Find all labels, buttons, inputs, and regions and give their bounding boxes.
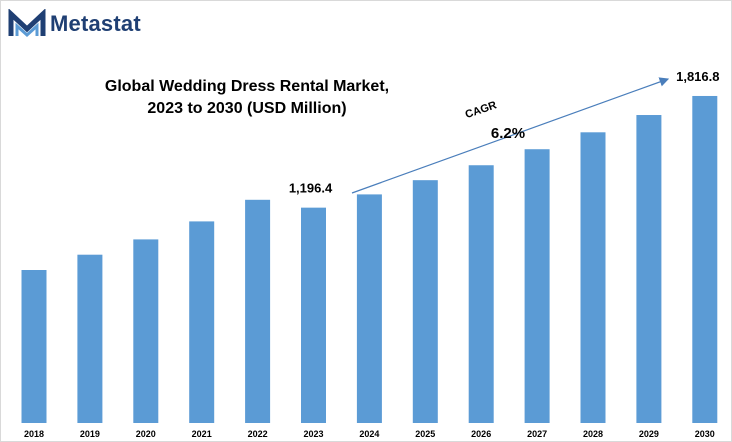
- data-label-2023: 1,196.4: [289, 181, 333, 196]
- bar-2027: [524, 149, 550, 423]
- x-tick-2020: 2020: [136, 429, 156, 439]
- x-tick-2024: 2024: [359, 429, 379, 439]
- x-tick-2029: 2029: [639, 429, 659, 439]
- bar-2023: [301, 207, 326, 423]
- brand-logo: Metastat: [8, 8, 141, 40]
- bar-2022: [245, 199, 271, 423]
- bar-2028: [580, 132, 606, 424]
- chart-title-line-1: Global Wedding Dress Rental Market,: [105, 78, 389, 95]
- cagr-label: CAGR: [464, 99, 499, 121]
- data-label-2030: 1,816.8: [676, 69, 719, 84]
- metastat-logo-icon: [8, 9, 46, 38]
- x-tick-2019: 2019: [80, 429, 100, 439]
- cagr-value: 6.2%: [491, 125, 525, 142]
- x-tick-2028: 2028: [583, 429, 603, 439]
- cagr-arrow: [351, 77, 670, 194]
- bar-2021: [189, 221, 215, 423]
- bar-2030: [692, 95, 718, 423]
- bar-2018: [21, 270, 47, 423]
- bar-2025: [412, 180, 438, 423]
- brand-name: Metastat: [50, 11, 141, 36]
- x-tick-2025: 2025: [415, 429, 435, 439]
- bar-2029: [636, 115, 662, 424]
- chart-title-line-2: 2023 to 2030 (USD Million): [147, 100, 346, 117]
- x-tick-2026: 2026: [471, 429, 491, 439]
- x-tick-2023: 2023: [303, 429, 323, 439]
- bar-2024: [356, 194, 382, 423]
- bar-2019: [77, 254, 103, 423]
- bar-2020: [133, 239, 159, 423]
- x-tick-2021: 2021: [192, 429, 212, 439]
- bar-2026: [468, 165, 494, 424]
- x-tick-2018: 2018: [24, 429, 44, 439]
- x-tick-2022: 2022: [248, 429, 268, 439]
- x-tick-2030: 2030: [695, 429, 715, 439]
- x-tick-2027: 2027: [527, 429, 547, 439]
